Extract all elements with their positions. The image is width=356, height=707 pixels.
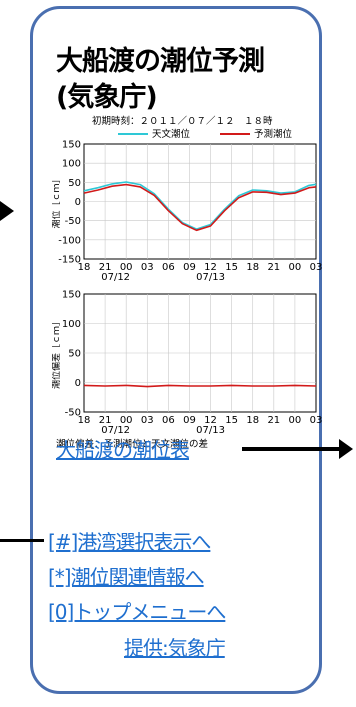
arrow-right-line xyxy=(242,447,348,451)
chart-initial-time: 初期時刻：２０１１／０７／１２ １８時 xyxy=(92,115,273,127)
tide-info-link[interactable]: [*]潮位関連情報へ xyxy=(48,565,205,589)
y-tick-label: 50 xyxy=(68,178,81,189)
y-tick-label: 100 xyxy=(62,319,81,330)
x-tick-label: 00 xyxy=(120,415,133,426)
x-tick-label: 18 xyxy=(78,262,91,273)
x-tick-label: 09 xyxy=(183,415,196,426)
x-tick-label: 21 xyxy=(99,415,112,426)
deviation-plot: 18 21 00 03 06 09 12 15 18 21 00 03 150 100 50 0 -50 07/1… xyxy=(52,290,322,437)
date-label: 07/13 xyxy=(196,425,225,436)
y-tick-label: -150 xyxy=(58,255,81,266)
x-tick-label: 12 xyxy=(204,415,217,426)
y-tick-label: 100 xyxy=(62,159,81,170)
legend-astronomical: 天文潮位 xyxy=(152,128,191,140)
chart-caption: 潮位偏差：予測潮位と天文潮位の差 xyxy=(56,438,208,450)
x-tick-label: 15 xyxy=(225,415,238,426)
y-axis-label: 潮位偏差［ｃｍ］ xyxy=(52,317,62,389)
series-line xyxy=(83,384,317,388)
x-tick-label: 03 xyxy=(310,262,323,273)
arrow-left-icon xyxy=(0,201,14,221)
x-tick-label: 21 xyxy=(267,415,280,426)
date-label: 07/12 xyxy=(101,425,130,436)
title-line1: 大船渡の潮位予測 xyxy=(56,46,265,77)
x-tick-label: 18 xyxy=(78,415,91,426)
x-tick-label: 03 xyxy=(141,262,154,273)
y-tick-label: 0 xyxy=(75,378,81,389)
x-tick-label: 15 xyxy=(225,262,238,273)
series-line xyxy=(83,183,317,232)
y-tick-label: 50 xyxy=(68,349,81,360)
x-tick-label: 12 xyxy=(204,262,217,273)
connector-line xyxy=(0,539,44,542)
series-line xyxy=(83,181,317,230)
date-label: 07/13 xyxy=(196,272,225,283)
x-tick-label: 00 xyxy=(120,262,133,273)
title-line2: (気象庁) xyxy=(56,82,158,113)
x-tick-label: 21 xyxy=(99,262,112,273)
arrow-right-icon xyxy=(339,439,353,459)
date-label: 07/12 xyxy=(101,272,130,283)
tide-plot: 18 21 00 03 06 09 12 15 18 21 00 03 150 100 50 0 -50 -100… xyxy=(52,140,322,284)
x-tick-label: 00 xyxy=(289,415,302,426)
x-tick-label: 00 xyxy=(289,262,302,273)
y-tick-label: 0 xyxy=(75,197,81,208)
y-tick-label: -50 xyxy=(65,216,81,227)
y-axis-label: 潮位［ｃｍ］ xyxy=(52,174,62,228)
x-tick-label: 03 xyxy=(310,415,323,426)
x-tick-label: 09 xyxy=(183,262,196,273)
y-tick-label: -100 xyxy=(58,235,81,246)
x-tick-label: 18 xyxy=(246,262,259,273)
provider-link[interactable]: 提供:気象庁 xyxy=(124,636,226,660)
x-tick-label: 06 xyxy=(162,262,175,273)
x-tick-label: 21 xyxy=(267,262,280,273)
page-title: 大船渡の潮位予測 (気象庁) xyxy=(56,44,316,116)
x-tick-label: 06 xyxy=(162,415,175,426)
content-frame xyxy=(30,6,322,694)
tide-chart: 初期時刻：２０１１／０７／１２ １８時 天文潮位 予測潮位 18 21 00 03 06… xyxy=(52,115,322,450)
legend-forecast: 予測潮位 xyxy=(254,128,293,140)
x-tick-label: 03 xyxy=(141,415,154,426)
harbor-select-link[interactable]: [#]港湾選択表示へ xyxy=(48,530,211,554)
top-menu-link[interactable]: [0]トップメニューへ xyxy=(48,600,226,624)
x-tick-label: 18 xyxy=(246,415,259,426)
y-tick-label: 150 xyxy=(62,140,81,151)
y-tick-label: -50 xyxy=(65,408,81,419)
y-tick-label: 150 xyxy=(62,290,81,301)
tide-table-link[interactable]: 大船渡の潮位表 xyxy=(56,438,190,462)
